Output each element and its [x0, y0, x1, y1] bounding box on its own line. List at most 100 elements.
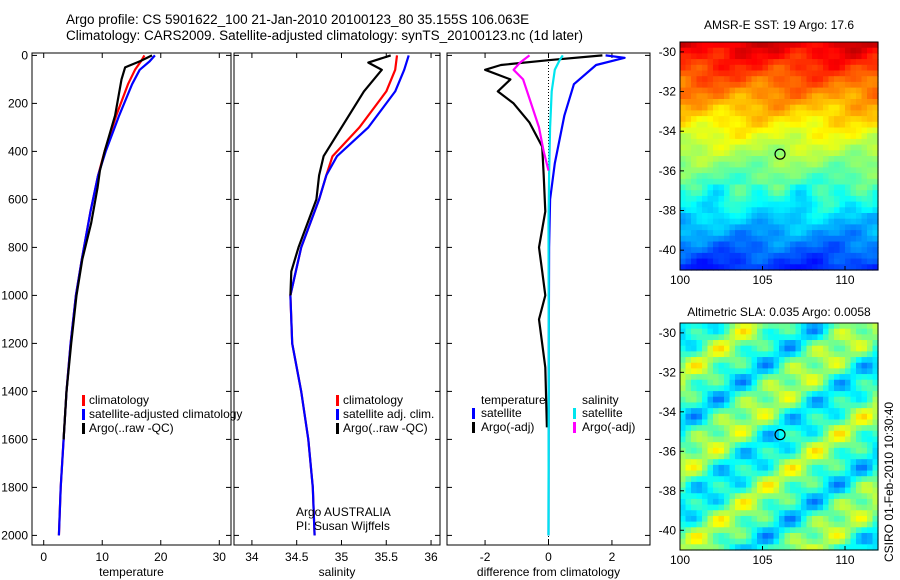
map-cell — [856, 413, 863, 421]
map-cell — [823, 351, 830, 358]
map-cell — [834, 385, 841, 392]
map-cell — [707, 521, 714, 528]
map-cell — [691, 178, 698, 186]
map-cell — [735, 510, 742, 517]
map-cell — [784, 408, 791, 415]
map-cell — [729, 334, 736, 341]
map-cell — [779, 538, 786, 545]
map-cell — [773, 515, 780, 523]
map-cell — [757, 110, 764, 117]
map-cell — [751, 99, 758, 106]
map-cell — [702, 470, 709, 477]
map-cell — [856, 340, 863, 347]
map-cell — [856, 150, 863, 157]
map-cell — [762, 374, 769, 381]
map-cell — [735, 532, 742, 540]
map-cell — [729, 138, 736, 146]
map-cell — [757, 235, 764, 243]
map-cell — [757, 121, 764, 129]
map-cell — [740, 498, 747, 506]
map-cell — [746, 104, 753, 111]
map-cell — [696, 150, 703, 157]
map-cell — [746, 190, 753, 197]
map-cell — [696, 470, 703, 477]
map-cell — [691, 362, 698, 369]
map-cell — [845, 190, 852, 197]
map-cell — [680, 328, 687, 335]
map-cell — [718, 64, 725, 72]
map-cell — [867, 70, 874, 77]
map-cell — [850, 230, 857, 237]
map-cell — [861, 127, 868, 134]
map-cell — [867, 379, 874, 387]
map-cell — [850, 391, 857, 398]
map-cell — [801, 76, 808, 83]
map-cell — [762, 110, 769, 117]
map-cell — [867, 436, 874, 443]
map-cell — [685, 459, 692, 466]
map-cell — [707, 413, 714, 421]
map-cell — [834, 425, 841, 432]
map-cell — [856, 47, 863, 54]
map-cell — [845, 167, 852, 174]
map-cell — [850, 247, 857, 254]
map-cell — [872, 328, 879, 335]
map-cell — [680, 515, 687, 523]
map-cell — [839, 362, 846, 369]
map-cell — [812, 213, 819, 220]
map-cell — [735, 391, 742, 398]
map-cell — [740, 156, 747, 163]
map-cell — [707, 544, 714, 551]
map-cell — [762, 116, 769, 123]
map-cell — [713, 430, 720, 438]
map-cell — [784, 447, 791, 455]
map-cell — [828, 121, 835, 129]
map-cell — [834, 173, 841, 180]
map-cell — [861, 532, 868, 540]
map-cell — [735, 144, 742, 151]
y-tick-label: 400 — [8, 144, 28, 158]
map-cell — [751, 442, 758, 449]
map-cell — [740, 510, 747, 517]
legend-swatch — [82, 409, 85, 420]
map-cell — [718, 59, 725, 66]
map-cell — [812, 385, 819, 392]
map-cell — [702, 498, 709, 506]
map-cell — [790, 453, 797, 460]
map-cell — [823, 368, 830, 375]
map-cell — [856, 498, 863, 506]
map-cell — [724, 64, 731, 72]
map-cell — [861, 167, 868, 174]
map-cell — [812, 173, 819, 180]
map-cell — [784, 385, 791, 392]
map-cell — [762, 235, 769, 243]
map-cell — [834, 470, 841, 477]
map-cell — [713, 391, 720, 398]
map-cell — [696, 521, 703, 528]
map-cell — [680, 521, 687, 528]
map-cell — [806, 195, 813, 203]
map-cell — [768, 345, 775, 352]
map-cell — [872, 368, 879, 375]
map-cell — [801, 104, 808, 111]
map-cell — [768, 504, 775, 511]
map-cell — [729, 121, 736, 129]
map-cell — [823, 252, 830, 260]
map-cell — [867, 459, 874, 466]
map-cell — [746, 47, 753, 54]
map-cell — [729, 230, 736, 237]
map-cell — [867, 264, 874, 271]
map-cell — [685, 252, 692, 260]
map-cell — [817, 487, 824, 494]
map-cell — [845, 264, 852, 271]
map-cell — [817, 408, 824, 415]
series-line-climatology — [57, 54, 146, 536]
map-cell — [850, 442, 857, 449]
map-cell — [828, 368, 835, 375]
map-cell — [729, 532, 736, 540]
map-cell — [762, 464, 769, 472]
map-cell — [834, 379, 841, 387]
map-cell — [773, 527, 780, 534]
map-cell — [839, 470, 846, 477]
